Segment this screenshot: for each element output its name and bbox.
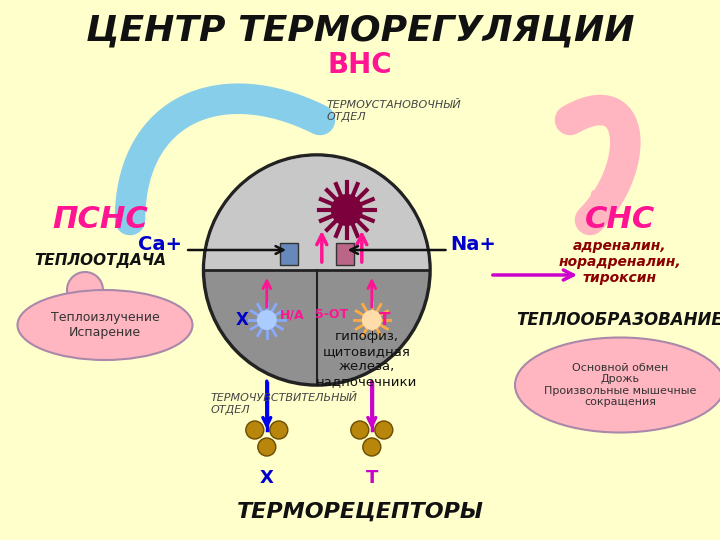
Circle shape (363, 438, 381, 456)
Text: ТЕПЛООТДАЧА: ТЕПЛООТДАЧА (34, 253, 166, 267)
Text: 5-ОТ: 5-ОТ (315, 308, 348, 321)
Circle shape (270, 421, 288, 439)
Text: ПСНС: ПСНС (52, 206, 148, 234)
Circle shape (330, 194, 363, 226)
Text: Ca+: Ca+ (138, 235, 182, 254)
Text: гипофиз,
щитовидная
железа,
надпочечники: гипофиз, щитовидная железа, надпочечники (316, 330, 418, 388)
Ellipse shape (515, 338, 720, 433)
Ellipse shape (17, 290, 192, 360)
Bar (280, 243, 298, 265)
Circle shape (351, 421, 369, 439)
Polygon shape (205, 157, 428, 270)
Text: Т: Т (379, 311, 390, 329)
Text: Х: Х (260, 469, 274, 487)
Circle shape (362, 310, 382, 330)
Text: Х: Х (235, 311, 248, 329)
Circle shape (257, 310, 276, 330)
Circle shape (246, 421, 264, 439)
Text: ВНС: ВНС (328, 51, 392, 79)
Bar (336, 243, 354, 265)
Text: адреналин,
норадреналин,
тироксин: адреналин, норадреналин, тироксин (559, 239, 681, 285)
Text: ТЕПЛООБРАЗОВАНИЕ: ТЕПЛООБРАЗОВАНИЕ (517, 311, 720, 329)
Text: ТЕРМОЧУВСТВИТЕЛЬНЫЙ
ОТДЕЛ: ТЕРМОЧУВСТВИТЕЛЬНЫЙ ОТДЕЛ (210, 394, 357, 415)
Circle shape (375, 421, 393, 439)
Circle shape (258, 438, 276, 456)
Text: Na+: Na+ (451, 235, 496, 254)
Text: Н/А: Н/А (279, 308, 304, 321)
Ellipse shape (205, 157, 428, 383)
Text: ТЕРМОРЕЦЕПТОРЫ: ТЕРМОРЕЦЕПТОРЫ (237, 502, 483, 522)
Circle shape (67, 272, 103, 308)
Text: ТЕРМОУСТАНОВОЧНЫЙ
ОТДЕЛ: ТЕРМОУСТАНОВОЧНЫЙ ОТДЕЛ (327, 100, 462, 122)
Ellipse shape (203, 154, 431, 386)
Text: Основной обмен
Дрожь
Произвольные мышечные
сокращения: Основной обмен Дрожь Произвольные мышечн… (544, 362, 696, 407)
Text: ЦЕНТР ТЕРМОРЕГУЛЯЦИИ: ЦЕНТР ТЕРМОРЕГУЛЯЦИИ (86, 13, 634, 47)
Text: СНС: СНС (585, 206, 655, 234)
Text: Теплоизлучение
Испарение: Теплоизлучение Испарение (50, 311, 159, 339)
Text: Т: Т (366, 469, 378, 487)
